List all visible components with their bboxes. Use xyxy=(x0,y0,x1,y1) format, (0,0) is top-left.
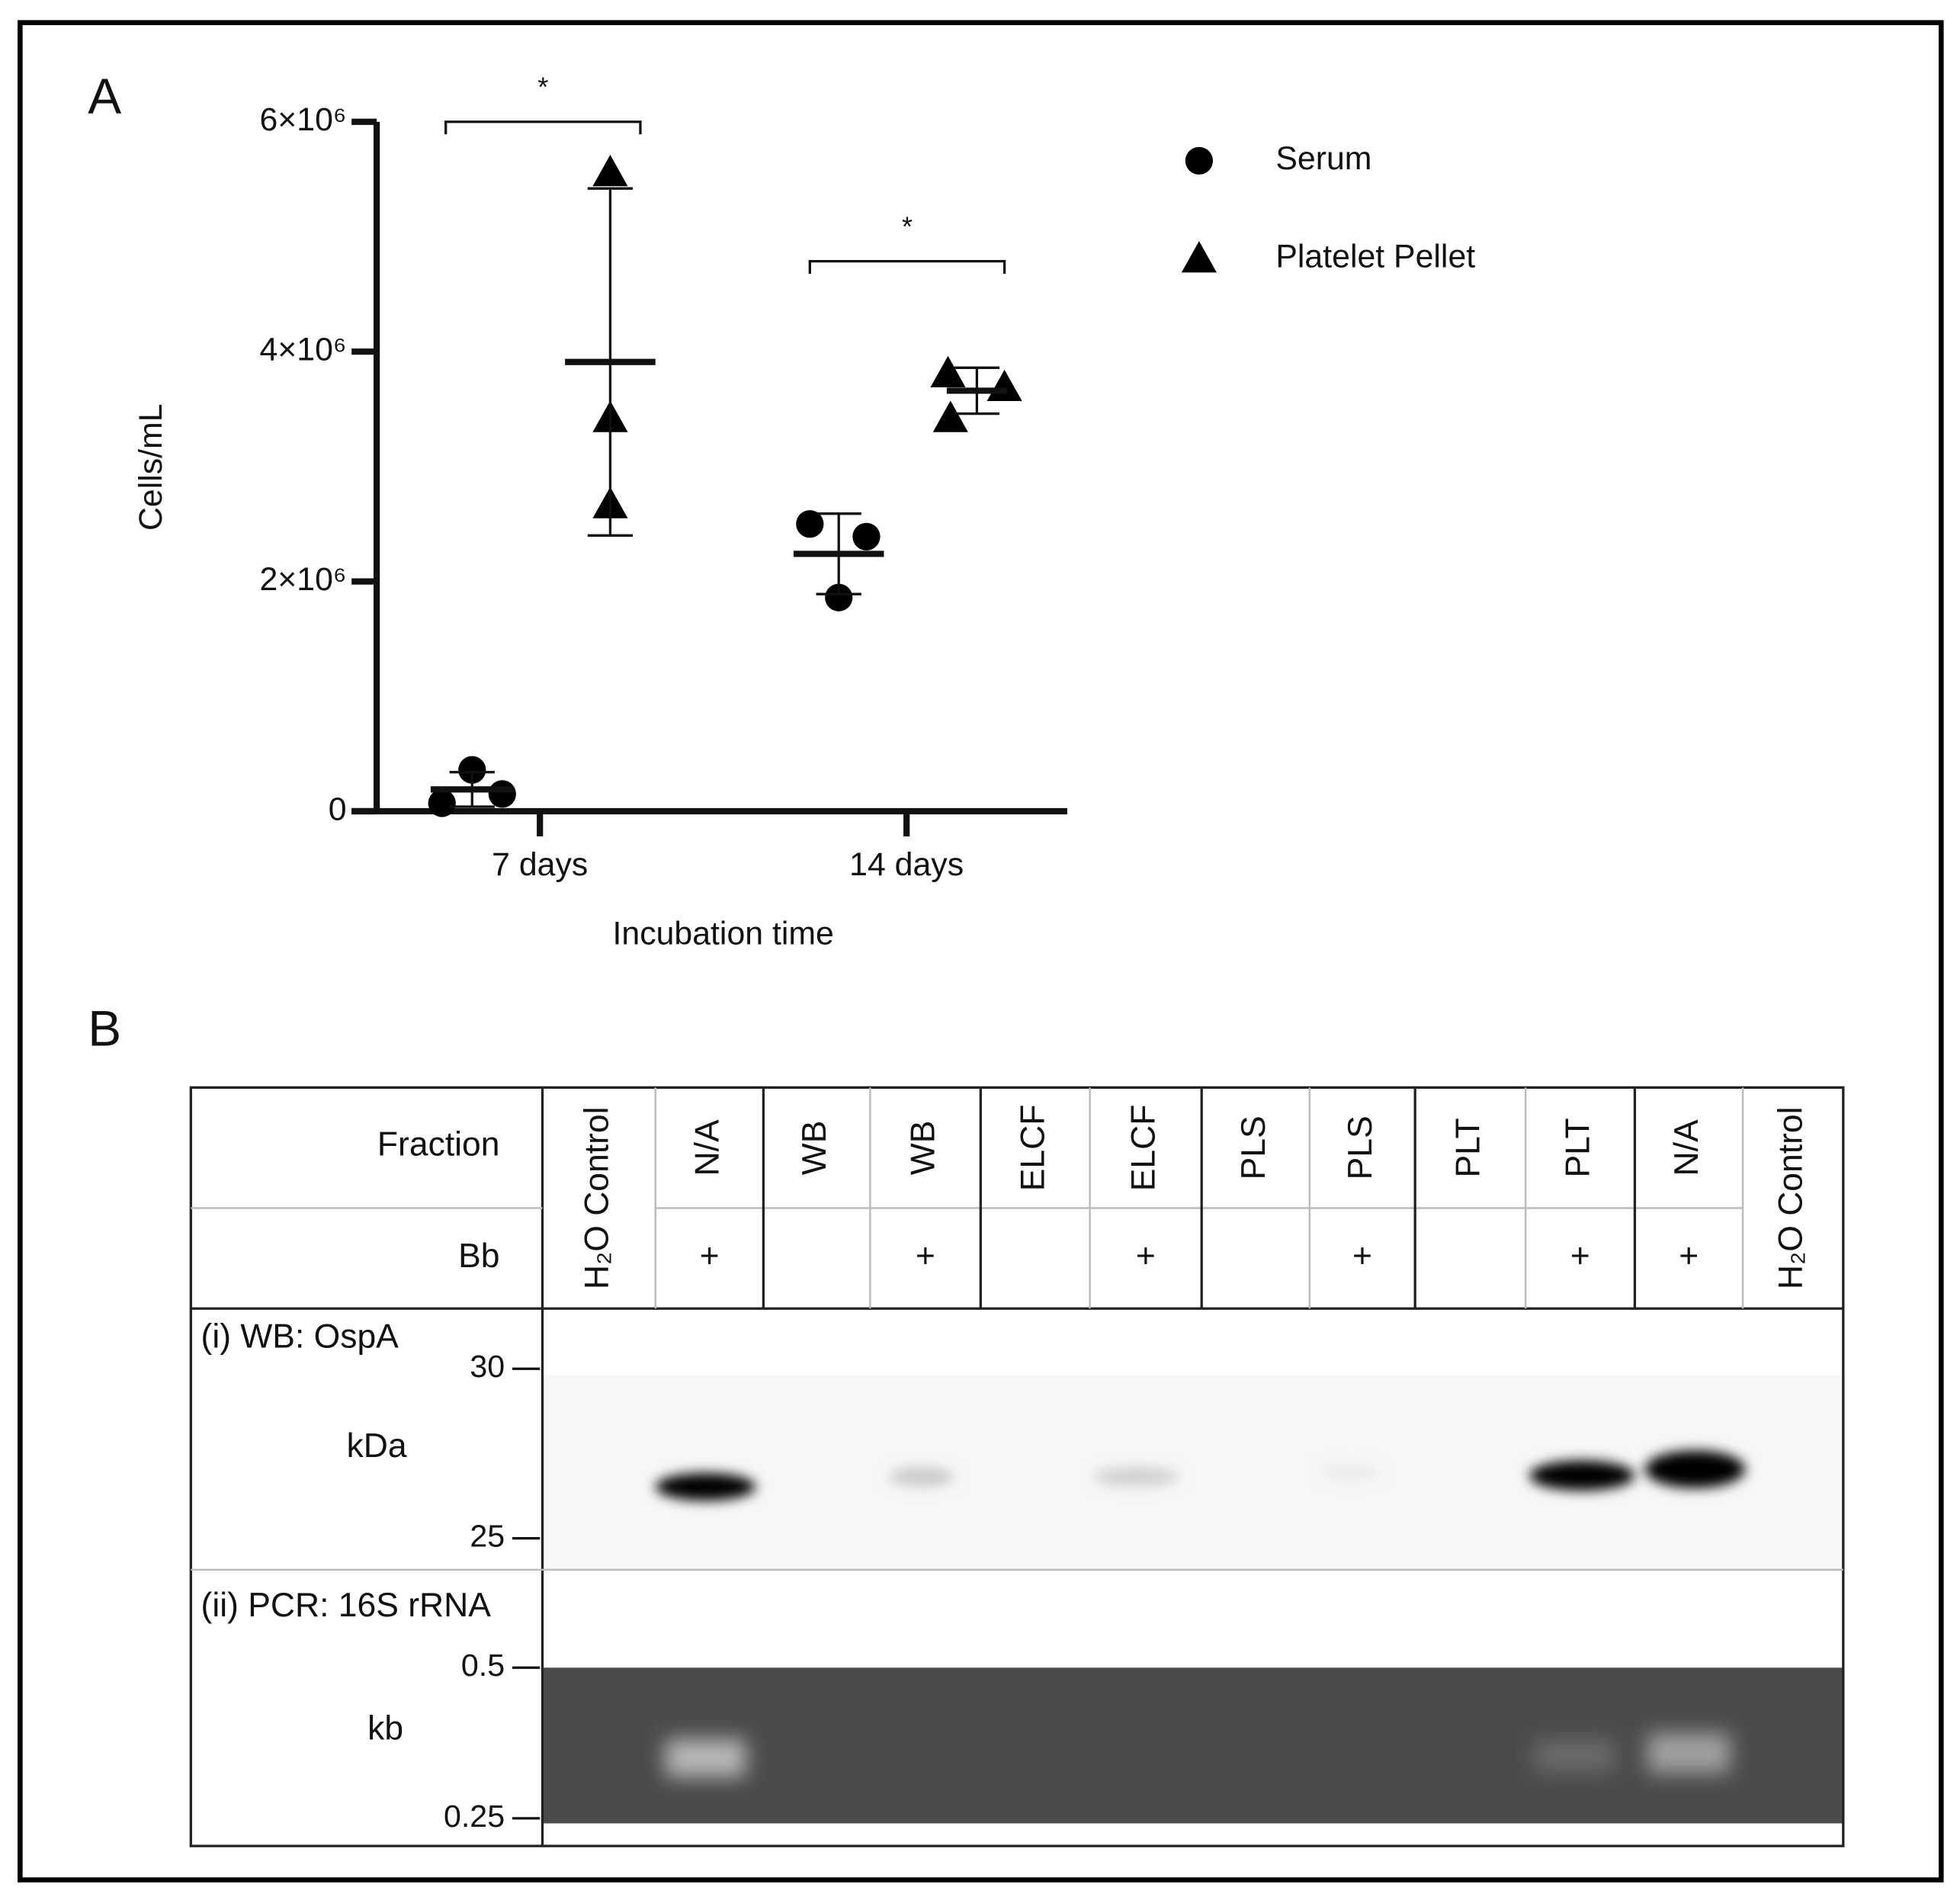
lane-fraction: PLT xyxy=(1560,1118,1597,1177)
size-marker: 30 xyxy=(470,1349,505,1384)
significance-label: * xyxy=(537,72,548,103)
lanes: H₂O Control N/A + WB WB + ELCF ELCF + PLS PLS + PLT P… xyxy=(444,1087,1810,1834)
lane-fraction: WB xyxy=(905,1121,942,1176)
data-point xyxy=(852,522,881,550)
lane-bb: + xyxy=(1136,1237,1156,1275)
data-point xyxy=(488,780,516,808)
pcr-gel xyxy=(542,1667,1845,1824)
x-axis-label: Incubation time xyxy=(613,915,834,952)
y-tick-label: 6×10⁶ xyxy=(260,101,347,138)
data-point xyxy=(986,369,1022,402)
lane-bb: + xyxy=(700,1237,720,1275)
figure-border xyxy=(18,20,1944,1882)
significance-bracket xyxy=(444,120,642,135)
data-point xyxy=(796,510,824,538)
band xyxy=(1647,1732,1731,1773)
panel-label: B xyxy=(88,1000,121,1056)
data-point xyxy=(428,789,456,817)
lane-fraction: PLT xyxy=(1449,1118,1487,1177)
lane-fraction: ELCF xyxy=(1125,1105,1163,1192)
lane-fraction: WB xyxy=(796,1121,833,1176)
band xyxy=(665,1739,746,1777)
wb-bands xyxy=(655,1450,1746,1501)
y-tick-label: 0 xyxy=(329,791,347,827)
band xyxy=(1320,1462,1381,1481)
lane-bb: + xyxy=(1679,1237,1699,1275)
lane-bb: + xyxy=(916,1237,935,1275)
lane-fraction: H₂O Control xyxy=(578,1106,615,1289)
x-tick-label: 7 days xyxy=(492,846,588,883)
panel-label: A xyxy=(88,68,121,124)
lane-fraction: N/A xyxy=(688,1119,726,1176)
data-point xyxy=(1185,146,1214,175)
size-marker: 0.5 xyxy=(461,1648,505,1683)
unit-label: kb xyxy=(367,1709,403,1747)
lane-fraction: ELCF xyxy=(1015,1105,1052,1192)
data-point xyxy=(930,355,966,387)
section-label: (ii) PCR: 16S rRNA xyxy=(201,1587,492,1624)
x-tick-label: 14 days xyxy=(849,846,964,883)
band xyxy=(1093,1466,1179,1488)
lane-fraction: N/A xyxy=(1668,1119,1705,1176)
band xyxy=(889,1466,954,1488)
legend-label: Serum xyxy=(1275,140,1371,177)
lane-bb: + xyxy=(1352,1237,1372,1275)
data-point xyxy=(592,155,628,187)
significance-label: * xyxy=(902,210,913,242)
table-border xyxy=(189,1086,1845,1847)
band xyxy=(655,1472,756,1501)
y-tick-label: 4×10⁶ xyxy=(260,332,347,368)
row-label: Bb xyxy=(458,1237,499,1275)
band xyxy=(1529,1460,1635,1491)
lane-bb: + xyxy=(1570,1237,1590,1275)
size-marker: 0.25 xyxy=(444,1799,505,1834)
band xyxy=(1534,1739,1615,1772)
lane-fraction: H₂O Control xyxy=(1772,1106,1810,1289)
y-axis-label: Cells/mL xyxy=(133,403,169,531)
data-point xyxy=(1181,241,1217,273)
band xyxy=(1644,1450,1746,1488)
data-point xyxy=(458,756,486,784)
chart-a: 0 2×10⁶ 4×10⁶ 6×10⁶ 7 days 14 days * * Serum Plat… xyxy=(260,72,1476,883)
pcr-bands xyxy=(665,1732,1731,1777)
lane-fraction: PLS xyxy=(1235,1115,1272,1179)
size-marker: 25 xyxy=(470,1519,505,1554)
row-label: Fraction xyxy=(377,1126,500,1163)
data-point xyxy=(932,400,968,432)
data-point xyxy=(825,583,853,611)
section-label: (i) WB: OspA xyxy=(201,1318,399,1356)
legend-label: Platelet Pellet xyxy=(1275,239,1475,275)
blot-table: Fraction Bb (i) WB: OspA kDa (ii) PCR: 1… xyxy=(189,1086,1845,1847)
lane-fraction: PLS xyxy=(1342,1115,1379,1179)
unit-label: kDa xyxy=(347,1427,407,1465)
y-tick-label: 2×10⁶ xyxy=(260,561,347,598)
significance-bracket xyxy=(808,259,1006,274)
